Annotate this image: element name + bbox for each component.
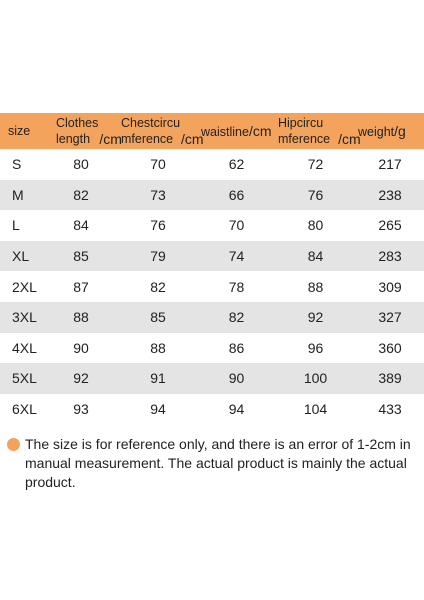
table-cell-length: 92 — [44, 363, 118, 394]
table-cell-chest: 91 — [118, 363, 198, 394]
table-cell-waist: 90 — [198, 363, 275, 394]
table-cell-length: 93 — [44, 393, 118, 425]
table-cell-length: 87 — [44, 271, 118, 302]
table-row: 6XL 93 94 94 104 433 — [0, 393, 424, 425]
header-waistline: waistline/cm — [198, 113, 275, 149]
table-row: 5XL 92 91 90 100 389 — [0, 363, 424, 394]
table-cell-chest: 82 — [118, 271, 198, 302]
table-cell-chest: 76 — [118, 210, 198, 241]
table-cell-hip: 88 — [275, 271, 356, 302]
table-cell-size: M — [0, 179, 44, 211]
table-cell-weight: 389 — [356, 363, 424, 394]
table-cell-size: 6XL — [0, 393, 44, 425]
table-cell-chest: 88 — [118, 332, 198, 364]
table-cell-weight: 265 — [356, 210, 424, 241]
table-header-row: size Clothes length/cm Chestcircu mference… — [0, 113, 424, 149]
table-cell-size: L — [0, 210, 44, 241]
table-cell-waist: 62 — [198, 149, 275, 180]
table-cell-length: 88 — [44, 301, 118, 333]
table-cell-weight: 217 — [356, 149, 424, 180]
orange-dot-icon — [7, 438, 20, 451]
table-cell-hip: 100 — [275, 363, 356, 394]
table-row: 4XL 90 88 86 96 360 — [0, 332, 424, 364]
table-cell-hip: 96 — [275, 332, 356, 364]
table-cell-weight: 433 — [356, 393, 424, 425]
table-cell-weight: 283 — [356, 240, 424, 272]
table-row: M 82 73 66 76 238 — [0, 179, 424, 211]
table-cell-length: 84 — [44, 210, 118, 241]
header-size: size — [0, 113, 44, 149]
table-cell-size: XL — [0, 240, 44, 272]
table-cell-size: 3XL — [0, 301, 44, 333]
size-note-text: The size is for reference only, and ther… — [25, 436, 411, 490]
header-hip-circumference: Hipcircu mference/cm — [275, 113, 361, 149]
table-row: 3XL 88 85 82 92 327 — [0, 301, 424, 333]
table-cell-waist: 94 — [198, 393, 275, 425]
table-cell-length: 90 — [44, 332, 118, 364]
table-row: XL 85 79 74 84 283 — [0, 240, 424, 272]
table-row: L 84 76 70 80 265 — [0, 210, 424, 241]
table-cell-hip: 104 — [275, 393, 356, 425]
table-cell-size: S — [0, 149, 44, 180]
table-cell-hip: 76 — [275, 179, 356, 211]
table-cell-weight: 327 — [356, 301, 424, 333]
table-cell-chest: 85 — [118, 301, 198, 333]
table-cell-waist: 74 — [198, 240, 275, 272]
table-row: S 80 70 62 72 217 — [0, 149, 424, 180]
header-clothes-length: Clothes length/cm — [44, 113, 122, 149]
table-cell-waist: 78 — [198, 271, 275, 302]
table-cell-chest: 73 — [118, 179, 198, 211]
table-cell-waist: 66 — [198, 179, 275, 211]
table-cell-hip: 80 — [275, 210, 356, 241]
table-cell-waist: 82 — [198, 301, 275, 333]
table-cell-length: 82 — [44, 179, 118, 211]
table-cell-weight: 360 — [356, 332, 424, 364]
table-cell-chest: 70 — [118, 149, 198, 180]
table-row: 2XL 87 82 78 88 309 — [0, 271, 424, 302]
table-cell-size: 2XL — [0, 271, 44, 302]
table-cell-length: 80 — [44, 149, 118, 180]
table-cell-size: 4XL — [0, 332, 44, 364]
size-chart-table: size Clothes length/cm Chestcircu mference… — [0, 113, 424, 425]
table-cell-hip: 92 — [275, 301, 356, 333]
table-cell-weight: 309 — [356, 271, 424, 302]
table-cell-size: 5XL — [0, 363, 44, 394]
table-cell-waist: 70 — [198, 210, 275, 241]
table-cell-weight: 238 — [356, 179, 424, 211]
size-note: The size is for reference only, and ther… — [7, 435, 419, 492]
table-cell-waist: 86 — [198, 332, 275, 364]
header-chest-circumference: Chestcircu mference/cm — [118, 113, 204, 149]
table-cell-length: 85 — [44, 240, 118, 272]
header-weight: weight/g — [356, 113, 424, 149]
table-cell-chest: 79 — [118, 240, 198, 272]
table-cell-hip: 72 — [275, 149, 356, 180]
table-cell-chest: 94 — [118, 393, 198, 425]
table-cell-hip: 84 — [275, 240, 356, 272]
